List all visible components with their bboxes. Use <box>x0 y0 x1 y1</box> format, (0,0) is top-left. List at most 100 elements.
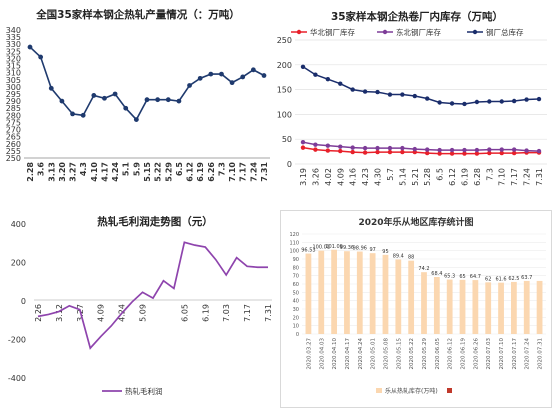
data-label: 101.09 <box>325 244 343 250</box>
x-tick-label: 2020.07.24 <box>525 338 531 370</box>
legend-label: 东北钢厂库存 <box>396 27 441 37</box>
x-tick-label: 2020.07.17 <box>512 338 518 370</box>
y-tick-label: 270 <box>6 126 21 135</box>
legend-swatch <box>376 388 382 393</box>
data-point <box>350 145 355 150</box>
y-tick-label: 120 <box>289 232 299 238</box>
x-tick-label: 6.19 <box>460 168 469 186</box>
bar <box>446 279 453 334</box>
x-tick-label: 2020.03.27 <box>306 338 312 370</box>
data-point <box>400 92 405 97</box>
legend-marker <box>472 29 478 35</box>
data-point <box>59 98 65 104</box>
data-point <box>219 71 224 77</box>
y-tick-label: 30 <box>293 307 299 313</box>
y-tick-label: 295 <box>6 90 21 99</box>
data-point <box>437 151 442 156</box>
x-tick-label: 4.16 <box>349 168 358 186</box>
data-point <box>155 97 161 103</box>
data-label: 65 <box>459 274 465 280</box>
chart-inventory: 35家样本钢企热卷厂内库存（万吨） 0 50 100 150 200 250 华北钢厂库存 东北… <box>277 10 547 186</box>
x-tick-label: 4.09 <box>97 304 106 322</box>
x-tick-label: 7.03 <box>222 304 231 322</box>
x-tick-label: 6.19 <box>196 162 205 182</box>
data-point <box>229 80 235 86</box>
data-point <box>176 98 182 104</box>
x-tick-label: 2020.07.10 <box>499 338 505 370</box>
data-label: 62 <box>485 276 491 282</box>
data-label: 62.5 <box>508 276 519 282</box>
data-point <box>412 93 417 99</box>
data-point <box>387 145 393 151</box>
y-tick-label: 280 <box>6 111 21 120</box>
legend-label: 华北钢厂库存 <box>310 27 355 37</box>
data-point <box>412 146 417 152</box>
x-tick-label: 5.9 <box>132 162 141 177</box>
data-label: 61.6 <box>495 277 506 283</box>
y-tick-label: 330 <box>6 40 21 49</box>
x-tick-label: 4.02 <box>324 168 333 186</box>
x-tick-label: 6.5 <box>175 162 184 177</box>
x-tick-label: 3.27 <box>69 162 78 182</box>
legend-marker <box>382 29 388 35</box>
data-label: 99.36 <box>340 245 354 251</box>
x-tick-label: 7.3 <box>217 162 226 176</box>
x-tick-label: 6.12 <box>448 168 457 186</box>
data-point <box>80 112 86 118</box>
data-point <box>487 99 492 104</box>
data-point <box>187 83 192 88</box>
data-point <box>102 95 107 101</box>
data-point <box>511 147 517 152</box>
y-tick-label: 90 <box>293 257 299 263</box>
data-point <box>487 150 492 156</box>
x-tick-label: 2020.05.08 <box>383 338 389 370</box>
x-tick-label: 4.17 <box>100 162 109 182</box>
data-point <box>462 151 467 156</box>
data-point <box>338 81 343 86</box>
bar <box>382 254 389 334</box>
data-point <box>449 101 455 106</box>
chart-title: 热轧毛利润走势图（元） <box>97 215 213 228</box>
series-line <box>302 66 540 105</box>
bar <box>369 253 376 334</box>
x-tick-label: 2020.04.10 <box>332 338 338 370</box>
x-tick-label: 7.31 <box>260 162 269 182</box>
data-label: 95 <box>382 249 388 255</box>
data-label: 64.7 <box>470 274 481 280</box>
data-point <box>313 72 318 77</box>
y-tick-label: -400 <box>8 374 26 383</box>
data-point <box>250 67 256 73</box>
x-tick-label: 4.3 <box>79 162 88 176</box>
data-point <box>375 149 380 155</box>
bar <box>498 282 504 334</box>
x-tick-label: 3.26 <box>311 168 320 186</box>
x-tick-label: 3.12 <box>55 304 64 322</box>
x-tick-label: 6.28 <box>473 168 482 186</box>
data-point <box>536 148 542 154</box>
chart-production: 全国35家样本钢企热轧产量情况（：万吨）25025526026527027528… <box>6 8 270 182</box>
x-tick-label: 5.1 <box>122 162 131 177</box>
x-tick-label: 7.24 <box>249 162 258 182</box>
y-tick-label: 250 <box>277 36 292 45</box>
data-point <box>499 99 504 104</box>
data-point <box>375 145 380 151</box>
bar <box>331 249 337 334</box>
x-tick-label: 2020.06.26 <box>473 338 479 370</box>
y-tick-label: 80 <box>293 265 299 271</box>
data-label: 89.4 <box>393 254 404 260</box>
x-tick-label: 5.28 <box>423 168 432 186</box>
x-tick-label: 4.24 <box>111 162 120 182</box>
x-tick-label: 5.7 <box>386 168 395 181</box>
y-tick-label: 300 <box>6 83 21 92</box>
data-point <box>48 85 54 91</box>
data-point <box>437 100 442 105</box>
data-point <box>400 149 405 155</box>
y-tick-label: 100 <box>277 110 292 119</box>
y-tick-label: 60 <box>293 282 299 288</box>
chart-title: 全国35家样本钢企热轧产量情况（：万吨） <box>35 8 240 21</box>
data-label: 65.3 <box>444 274 455 280</box>
x-tick-label: 6.19 <box>201 304 210 322</box>
x-tick-label: 4.23 <box>361 168 370 186</box>
x-tick-label: 3.19 <box>299 168 308 186</box>
data-point <box>27 44 33 50</box>
